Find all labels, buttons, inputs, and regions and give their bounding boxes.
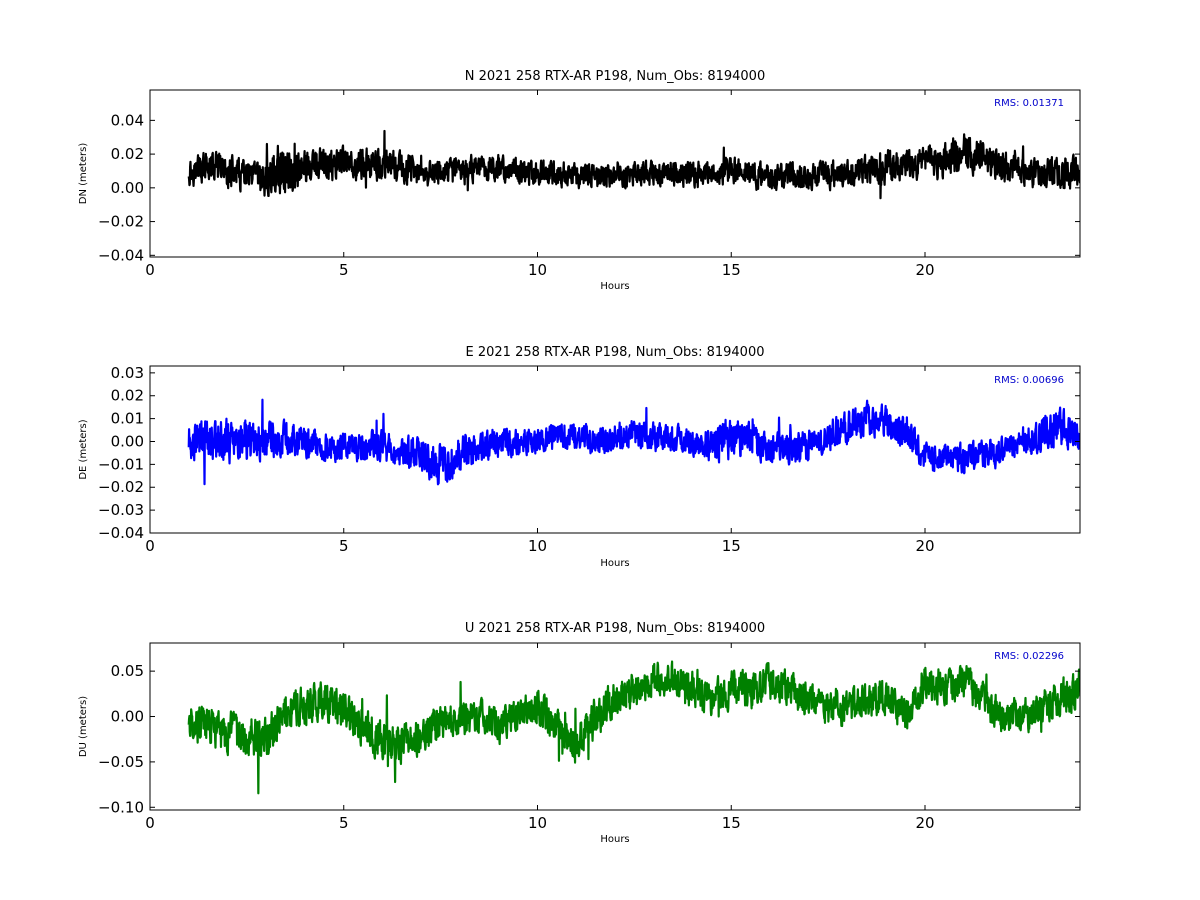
y-tick-label: 0.00 [111, 179, 144, 197]
y-tick-label: −0.01 [98, 455, 144, 473]
y-axis-label: DN (meters) [78, 143, 89, 205]
y-tick-label: 0.05 [111, 662, 144, 680]
panel-up: U 2021 258 RTX-AR P198, Num_Obs: 8194000… [78, 621, 1081, 845]
rms-annotation: RMS: 0.01371 [994, 98, 1064, 109]
plot-frame [149, 89, 1081, 258]
y-tick-label: 0.04 [111, 111, 144, 129]
series-layer [187, 660, 1080, 795]
x-tick-label: 15 [722, 814, 741, 832]
y-tick-label: 0.01 [111, 410, 144, 428]
y-tick-label: 0.02 [111, 145, 144, 163]
y-tick-label: −0.02 [98, 213, 144, 231]
x-tick-label: 10 [528, 814, 547, 832]
plot-area: 0 5 10 15 20 −0.04 −0.03 −0.02 −0.01 0.00 0.01 0.02… [98, 364, 1081, 555]
x-tick-label: 20 [915, 537, 934, 555]
x-tick-label: 0 [145, 537, 155, 555]
chart-title: N 2021 258 RTX-AR P198, Num_Obs: 8194000 [465, 69, 765, 84]
y-tick-label: −0.04 [98, 524, 144, 542]
x-tick-label: 15 [722, 261, 741, 279]
y-tick-label: 0.00 [111, 432, 144, 450]
plot-frame [149, 365, 1081, 534]
y-tick-label: −0.05 [98, 753, 144, 771]
y-tick-label: 0.02 [111, 387, 144, 405]
x-tick-label: 10 [528, 537, 547, 555]
x-tick-label: 20 [915, 261, 934, 279]
x-tick-label: 10 [528, 261, 547, 279]
tick-layer: 0 5 10 15 20 −0.04 −0.03 −0.02 −0.01 0.00 0.01 0.02… [98, 364, 1080, 555]
y-tick-label: −0.04 [98, 246, 144, 264]
x-tick-label: 0 [145, 261, 155, 279]
panel-north: N 2021 258 RTX-AR P198, Num_Obs: 8194000… [78, 69, 1081, 292]
y-tick-label: 0.03 [111, 364, 144, 382]
series-layer [187, 129, 1080, 200]
y-tick-label: −0.03 [98, 501, 144, 519]
series-line [187, 398, 1080, 486]
x-tick-label: 15 [722, 537, 741, 555]
chart-title: E 2021 258 RTX-AR P198, Num_Obs: 8194000 [466, 345, 765, 360]
panel-east: E 2021 258 RTX-AR P198, Num_Obs: 8194000… [78, 345, 1081, 569]
plot-frame [149, 642, 1081, 811]
rms-annotation: RMS: 0.00696 [994, 375, 1064, 386]
x-tick-label: 0 [145, 814, 155, 832]
y-tick-label: −0.02 [98, 478, 144, 496]
chart-title: U 2021 258 RTX-AR P198, Num_Obs: 8194000 [465, 621, 765, 636]
x-tick-label: 20 [915, 814, 934, 832]
x-tick-label: 5 [339, 261, 349, 279]
x-axis-label: Hours [600, 281, 629, 292]
series-line [187, 129, 1080, 200]
rms-annotation: RMS: 0.02296 [994, 651, 1064, 662]
y-axis-label: DU (meters) [78, 696, 89, 757]
y-tick-label: 0.00 [111, 708, 144, 726]
y-tick-label: −0.10 [98, 798, 144, 816]
tick-layer: 0 5 10 15 20 −0.04 −0.02 0.00 0.02 0.04 [98, 90, 1080, 279]
series-layer [187, 398, 1080, 486]
x-tick-label: 5 [339, 814, 349, 832]
plot-area: 0 5 10 15 20 −0.04 −0.02 0.00 0.02 0.04 RMS: 0.01… [98, 89, 1081, 279]
x-axis-label: Hours [600, 558, 629, 569]
x-axis-label: Hours [600, 834, 629, 845]
plot-area: 0 5 10 15 20 −0.10 −0.05 0.00 0.05 RMS: 0.02296 [98, 642, 1081, 832]
x-tick-label: 5 [339, 537, 349, 555]
y-axis-label: DE (meters) [78, 419, 89, 479]
series-line [187, 660, 1080, 795]
tick-layer: 0 5 10 15 20 −0.10 −0.05 0.00 0.05 [98, 643, 1080, 832]
